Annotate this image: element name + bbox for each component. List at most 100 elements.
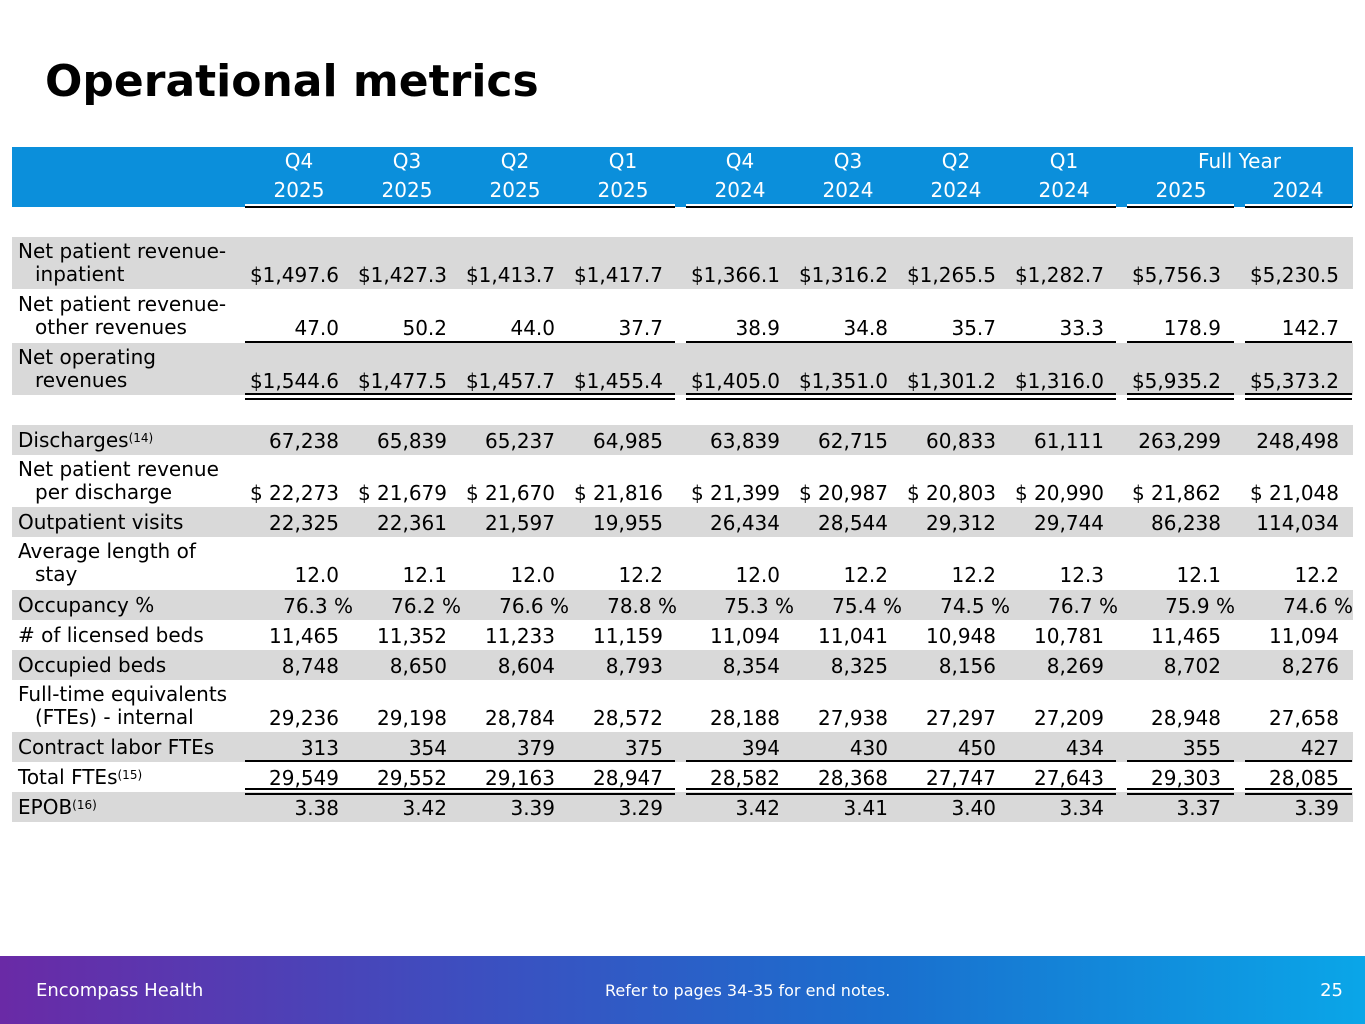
subtotal-rule <box>1127 760 1234 762</box>
table-row: Occupancy % 76.3 % 76.2 % 76.6 % 78.8 % 75.3 … <box>12 590 1353 620</box>
table-cell: 12.3 <box>1059 563 1104 587</box>
table-cell: 75.3 % <box>724 594 794 618</box>
column-header-year: 2025 <box>1155 178 1207 202</box>
column-header-year: 2024 <box>822 178 874 202</box>
table-cell: 3.34 <box>1059 796 1104 820</box>
row-label: # of licensed beds <box>18 624 204 647</box>
full-year-header: Full Year <box>1198 149 1281 173</box>
table-cell: 3.40 <box>951 796 996 820</box>
table-cell: 394 <box>741 736 780 760</box>
table-cell: 11,465 <box>1151 624 1221 648</box>
header-group-underline <box>686 204 1116 206</box>
table-cell: $ 21,862 <box>1131 481 1221 505</box>
row-label: Net operating revenues <box>18 346 156 392</box>
table-cell: 75.9 % <box>1165 594 1235 618</box>
table-row: Discharges(14) 67,238 65,839 65,237 64,985 63… <box>12 425 1353 455</box>
table-cell: 11,159 <box>593 624 663 648</box>
table-cell: 427 <box>1300 736 1339 760</box>
table-cell: $1,477.5 <box>357 369 447 393</box>
table-row: Net patient revenue-inpatient $1,497.6 $1,… <box>12 237 1353 289</box>
row-label: Occupancy % <box>18 594 154 617</box>
footnote-ref: (16) <box>72 798 97 812</box>
table-cell: $1,405.0 <box>690 369 780 393</box>
column-header-quarter: Q4 <box>284 149 314 173</box>
header-group-rule <box>1245 206 1352 208</box>
table-cell: 27,209 <box>1034 706 1104 730</box>
subtotal-rule <box>1245 760 1352 762</box>
table-cell: 27,747 <box>926 766 996 790</box>
table-cell: 12.2 <box>843 563 888 587</box>
row-label-line1: Net patient revenue- <box>18 239 227 263</box>
table-cell: 75.4 % <box>832 594 902 618</box>
table-cell: 263,299 <box>1138 429 1221 453</box>
table-cell: 12.2 <box>618 563 663 587</box>
footer-bar: Encompass Health Refer to pages 34-35 fo… <box>0 956 1365 1024</box>
table-cell: 29,303 <box>1151 766 1221 790</box>
row-label-line2: per discharge <box>35 480 173 504</box>
table-cell: $ 20,803 <box>906 481 996 505</box>
table-cell: 3.39 <box>510 796 555 820</box>
table-cell: 35.7 <box>951 316 996 340</box>
table-cell: 3.41 <box>843 796 888 820</box>
table-cell: 76.3 % <box>283 594 353 618</box>
table-cell: 28,368 <box>818 766 888 790</box>
table-cell: 61,111 <box>1034 429 1104 453</box>
row-label-line1: EPOB <box>18 795 73 819</box>
table-cell: 44.0 <box>510 316 555 340</box>
total-double-rule <box>1245 393 1352 400</box>
column-header-year: 2024 <box>714 178 766 202</box>
table-row: Contract labor FTEs 313 354 379 375 394 430 450… <box>12 732 1353 762</box>
table-cell: 29,236 <box>269 706 339 730</box>
table-cell: $5,935.2 <box>1131 369 1221 393</box>
row-label-line1: Net operating <box>18 345 156 369</box>
table-cell: 355 <box>1182 736 1221 760</box>
footnote-ref: (14) <box>128 431 154 445</box>
table-cell: 76.7 % <box>1048 594 1118 618</box>
row-label: EPOB(16) <box>18 796 97 819</box>
row-label-line1: Contract labor FTEs <box>18 735 215 759</box>
table-cell: 12.2 <box>951 563 996 587</box>
table-cell: $ 21,670 <box>465 481 555 505</box>
table-cell: $ 21,048 <box>1249 481 1339 505</box>
header-group-rule <box>1127 206 1234 208</box>
column-header-quarter: Q1 <box>1049 149 1079 173</box>
table-cell: 12.2 <box>1294 563 1339 587</box>
table-cell: 3.38 <box>294 796 339 820</box>
table-cell: 3.42 <box>735 796 780 820</box>
table-cell: 67,238 <box>269 429 339 453</box>
table-cell: 28,947 <box>593 766 663 790</box>
table-row: EPOB(16) 3.38 3.42 3.39 3.29 3.42 3.41 3.40 3.34… <box>12 792 1353 822</box>
table-cell: 28,188 <box>710 706 780 730</box>
table-cell: $1,457.7 <box>465 369 555 393</box>
table-cell: $1,316.2 <box>798 263 888 287</box>
table-row: Average length of stay 12.0 12.1 12.0 12.2 12.… <box>12 537 1353 589</box>
row-label: Full-time equivalents (FTEs) - internal <box>18 683 227 729</box>
table-cell: 11,094 <box>1269 624 1339 648</box>
column-header-year: 2024 <box>1272 178 1324 202</box>
table-cell: 74.5 % <box>940 594 1010 618</box>
table-cell: 142.7 <box>1281 316 1339 340</box>
table-cell: 50.2 <box>402 316 447 340</box>
table-cell: 22,325 <box>269 511 339 535</box>
row-label-line1: # of licensed beds <box>18 623 204 647</box>
table-cell: 47.0 <box>294 316 339 340</box>
table-cell: 8,748 <box>281 654 339 678</box>
table-cell: 8,650 <box>389 654 447 678</box>
table-cell: 28,582 <box>710 766 780 790</box>
column-header-year: 2024 <box>930 178 982 202</box>
subtotal-rule <box>245 760 675 762</box>
table-cell: 29,552 <box>377 766 447 790</box>
table-cell: 313 <box>300 736 339 760</box>
table-cell: 11,094 <box>710 624 780 648</box>
table-cell: $ 20,990 <box>1014 481 1104 505</box>
table-cell: 26,434 <box>710 511 780 535</box>
row-label: Outpatient visits <box>18 511 183 534</box>
column-header-quarter: Q2 <box>941 149 971 173</box>
table-cell: 86,238 <box>1151 511 1221 535</box>
table-cell: 29,312 <box>926 511 996 535</box>
column-header-quarter: Q4 <box>725 149 755 173</box>
table-cell: 8,354 <box>722 654 780 678</box>
table-cell: $1,301.2 <box>906 369 996 393</box>
table-cell: 60,833 <box>926 429 996 453</box>
row-label-line2: stay <box>35 562 78 586</box>
